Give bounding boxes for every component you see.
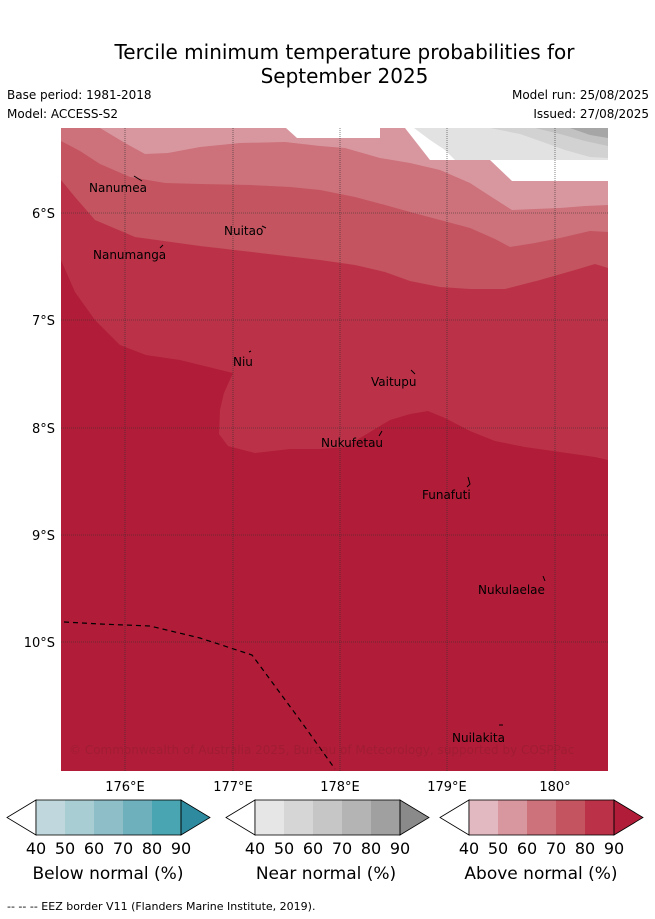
colorbar-below-tick-label: 70 (113, 839, 133, 858)
colorbar-near: 40 50 60 70 80 90 (225, 799, 430, 858)
colorbar-below-tick-label: 40 (26, 839, 46, 858)
colorbar-below-tick-label: 60 (84, 839, 104, 858)
legend-caption-above: Above normal (%) (464, 864, 618, 884)
colorbar-above-tick-label: 60 (517, 839, 537, 858)
lat-label-6s: 6°S (32, 207, 55, 222)
legend-caption-below: Below normal (%) (32, 864, 184, 884)
place-niu: Niu (233, 355, 253, 369)
colorbar-above-cell (469, 800, 498, 835)
place-nukufetau: Nukufetau (321, 436, 383, 450)
lon-label-176: 176°E (105, 780, 145, 795)
region-near-70 (570, 128, 608, 138)
colorbar-above-cell (527, 800, 556, 835)
legend-group: 40 50 60 70 80 90 40 50 60 70 80 90 40 50 60 70 80 90 (6, 799, 644, 858)
island-nukulaelae (542, 575, 546, 582)
lat-label-10s: 10°S (24, 636, 55, 651)
colorbar-near-tick-label: 80 (361, 839, 381, 858)
island-niu (248, 350, 252, 353)
colorbar-near-tick-label: 50 (274, 839, 294, 858)
issued-date: Issued: 27/08/2025 (533, 107, 649, 121)
colorbar-above: 40 50 60 70 80 90 (439, 799, 644, 858)
eez-footnote: -- -- -- EEZ border V11 (Flanders Marine… (7, 900, 316, 913)
island-nuitao (261, 225, 267, 229)
island-funafuti (466, 476, 471, 488)
lat-label-8s: 8°S (32, 422, 55, 437)
colorbar-above-cell (498, 800, 527, 835)
lon-label-177: 177°E (213, 780, 253, 795)
colorbar-above-tick-label: 70 (546, 839, 566, 858)
colorbar-below-tick-label: 90 (171, 839, 191, 858)
colorbar-above-cell (556, 800, 585, 835)
colorbar-near-cell (342, 800, 371, 835)
colorbar-above-tick-label: 50 (488, 839, 508, 858)
colorbar-above-tick-label: 40 (459, 839, 479, 858)
colorbar-above-tick-label: 90 (604, 839, 624, 858)
eez-border-line (63, 621, 336, 770)
island-nanumea (133, 175, 143, 182)
title-line-2: September 2025 (260, 64, 429, 88)
colorbar-above-tick-label: 80 (575, 839, 595, 858)
colorbar-above-outline (468, 799, 615, 836)
colorbar-below-high-arrow (180, 799, 211, 836)
colorbar-near-cell (284, 800, 313, 835)
place-nuilakita: Nuilakita (452, 731, 505, 745)
colorbar-near-tick-label: 70 (332, 839, 352, 858)
colorbar-near-outline (254, 799, 401, 836)
lat-label-7s: 7°S (32, 314, 55, 329)
colorbar-near-cell (255, 800, 284, 835)
colorbar-near-low-arrow (225, 799, 256, 836)
colorbar-near-cell (313, 800, 342, 835)
island-vaitupu (410, 369, 416, 375)
place-nanumanga: Nanumanga (93, 248, 166, 262)
colorbar-near-high-arrow (399, 799, 430, 836)
colorbar-near-tick-label: 40 (245, 839, 265, 858)
map-title: Tercile minimum temperature probabilitie… (0, 40, 655, 88)
colorbar-below-cell (36, 800, 65, 835)
colorbar-below-tick-label: 80 (142, 839, 162, 858)
colorbar-below-cell (123, 800, 152, 835)
colorbar-below-cell (152, 800, 181, 835)
place-vaitupu: Vaitupu (371, 375, 417, 389)
lat-label-9s: 9°S (32, 529, 55, 544)
place-labels: Nanumea Nuitao Nanumanga Niu Vaitupu Nuk… (89, 175, 546, 745)
colorbar-below-tick-label: 50 (55, 839, 75, 858)
colorbar-near-tick-label: 60 (303, 839, 323, 858)
colorbar-above-high-arrow (613, 799, 644, 836)
colorbar-above-low-arrow (439, 799, 470, 836)
copyright-notice: © Commonwealth of Australia 2025, Bureau… (69, 743, 574, 757)
lon-label-178: 178°E (320, 780, 360, 795)
base-period: Base period: 1981-2018 (7, 88, 152, 102)
colorbar-below: 40 50 60 70 80 90 (6, 799, 211, 858)
island-nanumanga (159, 244, 164, 249)
colorbar-near-tick-label: 90 (390, 839, 410, 858)
colorbar-above-cell (585, 800, 614, 835)
model-run: Model run: 25/08/2025 (511, 88, 649, 102)
probability-regions (61, 128, 608, 771)
lon-label-180: 180° (539, 780, 570, 795)
place-nuitao: Nuitao (224, 224, 263, 238)
colorbar-below-outline (35, 799, 182, 836)
colorbar-near-cell (371, 800, 400, 835)
colorbar-below-cell (94, 800, 123, 835)
colorbar-below-low-arrow (6, 799, 37, 836)
legend-caption-near: Near normal (%) (255, 864, 397, 884)
title-line-1: Tercile minimum temperature probabilitie… (114, 40, 575, 64)
model-name: Model: ACCESS-S2 (7, 107, 119, 121)
axis-labels: 176°E 177°E 178°E 179°E 180° 6°S 7°S 8°S… (24, 207, 571, 795)
lon-label-179: 179°E (427, 780, 467, 795)
place-funafuti: Funafuti (422, 488, 471, 502)
colorbar-below-cell (65, 800, 94, 835)
place-nanumea: Nanumea (89, 181, 147, 195)
place-nukulaelae: Nukulaelae (478, 583, 545, 597)
island-nukufetau (378, 430, 383, 437)
